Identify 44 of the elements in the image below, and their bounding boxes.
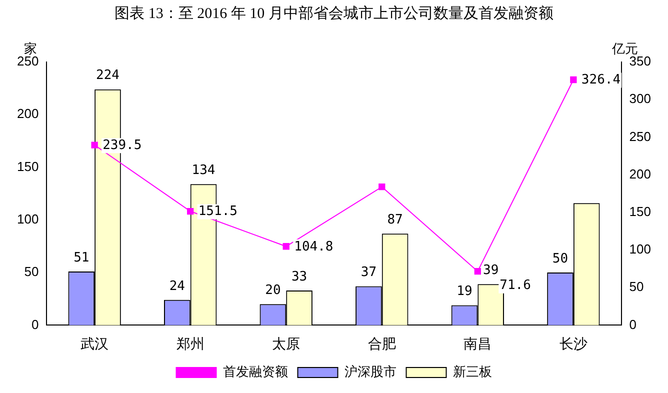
data-label: 24 xyxy=(169,278,186,294)
chart-title: 图表 13：至 2016 年 10 月中部省会城市上市公司数量及首发融资额 xyxy=(114,4,554,23)
data-label: 39 xyxy=(482,263,499,278)
y2-tick-label: 150 xyxy=(629,204,652,219)
point xyxy=(378,184,386,190)
y-tick-label: 0 xyxy=(31,316,39,332)
data-label: 71.6 xyxy=(500,278,531,294)
legend-label: 首发融资额 xyxy=(222,364,288,380)
x-tick-label: 郑州 xyxy=(176,335,204,352)
y-tick-label: 150 xyxy=(16,158,39,174)
y2-tick-label: 300 xyxy=(629,91,652,106)
data-label: 19 xyxy=(456,284,472,300)
data-label: 20 xyxy=(265,283,281,298)
data-label: 51 xyxy=(74,250,90,266)
point xyxy=(282,243,290,250)
y2-tick-label: 0 xyxy=(629,316,637,332)
data-label: 33 xyxy=(291,269,308,284)
data-label: 151.5 xyxy=(198,204,238,220)
x-tick-label: 长沙 xyxy=(559,335,588,352)
data-label: 50 xyxy=(552,251,568,266)
y-tick-label: 200 xyxy=(16,106,39,122)
data-label: 104.8 xyxy=(294,239,334,254)
legend-label: 沪深股市 xyxy=(344,364,396,380)
y2-tick-label: 200 xyxy=(629,166,652,182)
y2-tick-label: 50 xyxy=(629,279,644,294)
x-tick-label: 太原 xyxy=(272,335,300,352)
y-tick-label: 100 xyxy=(16,212,39,226)
y2-tick-label: 250 xyxy=(629,128,652,144)
x-tick-label: 武汉 xyxy=(80,335,109,352)
data-label: 134 xyxy=(192,163,216,178)
legend-label: 新三板 xyxy=(452,364,492,380)
data-label: 326.4 xyxy=(581,72,621,88)
x-tick-label: 南昌 xyxy=(464,335,492,352)
point xyxy=(570,76,577,84)
y2-tick-label: 100 xyxy=(629,242,652,257)
data-label: 87 xyxy=(387,212,403,228)
y-tick-label: 50 xyxy=(24,264,39,280)
point xyxy=(474,268,481,275)
data-label: 224 xyxy=(96,68,120,84)
point xyxy=(187,208,194,215)
point xyxy=(91,142,98,148)
data-label: 37 xyxy=(360,265,377,280)
data-label: 239.5 xyxy=(102,138,142,153)
x-tick-label: 合肥 xyxy=(368,335,396,352)
